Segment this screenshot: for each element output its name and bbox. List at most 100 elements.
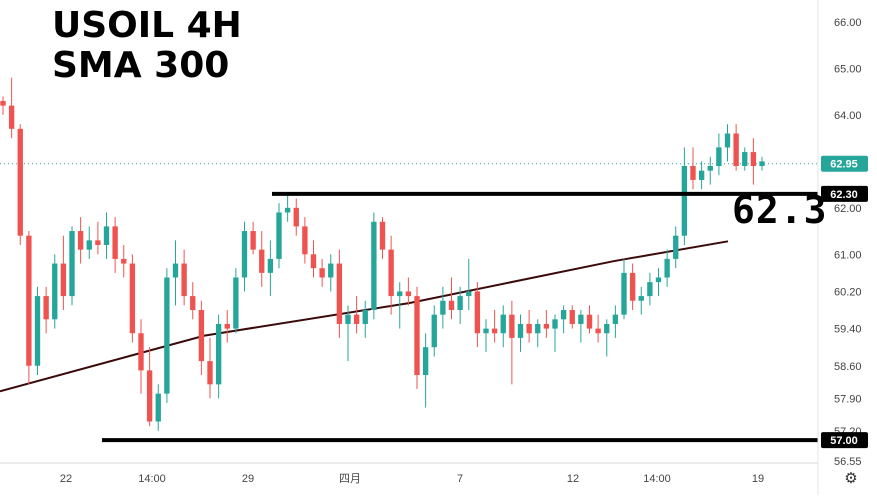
candle-body [69,231,75,297]
x-tick-label: 14:00 [138,473,166,485]
sma-layer [0,240,729,393]
candle-body [517,323,524,338]
candle-body [586,314,593,329]
candle-body [647,282,653,297]
y-tick-label: 62.00 [834,203,862,215]
candle-body [673,235,679,259]
y-tick-label: 60.20 [834,286,862,298]
candle-body [379,221,386,250]
candle-body [578,314,584,324]
candle-body [397,291,403,297]
candle-body [681,166,688,236]
candle-body [604,323,610,334]
x-tick-label: 四月 [339,473,361,485]
candle-body [750,152,757,167]
x-tick-label: 7 [457,473,463,485]
candle-body [95,240,101,245]
candle-body [431,314,437,348]
horizontal-levels-layer [102,191,818,443]
candle-body [276,212,282,259]
y-tick-label: 61.00 [834,249,862,261]
candle-body [310,254,317,269]
price-label-text: 62.30 [830,189,858,201]
candle-body [509,314,515,338]
candle-body [86,240,92,250]
candle-body [181,263,187,297]
candle-body [526,323,532,334]
candle-body [146,370,153,422]
candle-body [17,128,23,236]
candle-body [34,296,41,366]
candle-body [466,291,472,297]
candle-body [491,328,498,334]
candle-body [8,105,15,129]
candle-body [500,314,506,334]
candle-body [733,133,739,167]
candle-body [448,300,455,311]
sma-300-line [0,240,729,393]
candle-body [362,310,368,324]
candle-body [483,328,489,334]
candle-body [474,291,481,334]
chart-title-symbol: USOIL 4H [52,5,242,46]
candle-body [353,314,360,324]
candle-body [215,323,222,385]
candle-body [233,277,239,329]
candle-body [664,258,670,278]
candle-body [138,333,144,371]
gear-icon[interactable]: ⚙ [844,469,858,487]
candle-body [422,347,429,376]
chart-title-indicator: SMA 300 [52,45,230,86]
candle-body [535,323,541,334]
price-label-badge [821,185,868,202]
candle-body [595,328,601,334]
candle-body [293,207,299,227]
candle-body [207,361,213,385]
candle-body [198,310,205,362]
candle-body [60,263,67,297]
candle-body [707,166,713,171]
price-labels-layer: 62.95 62.30 57.00 [821,155,868,449]
candle-body [388,249,394,297]
candle-body [284,207,291,213]
candle-body [457,296,463,311]
candle-body [759,161,765,167]
candle-body [638,296,644,301]
x-tick-label: 29 [242,473,254,485]
x-tick-label: 22 [60,473,72,485]
candle-body [543,323,550,329]
candles-layer [0,77,765,431]
candle-body [345,314,351,324]
candle-body [414,296,420,376]
x-axis: 22 14:00 29 四月 7 12 14:00 19 [0,462,818,485]
x-tick-label: 14:00 [643,473,671,485]
candle-body [52,263,58,320]
candle-body [629,272,636,301]
candle-body [259,249,265,273]
candle-body [121,258,127,264]
y-tick-label: 58.60 [834,361,862,373]
candle-body [328,263,334,278]
candle-body [172,263,179,278]
candle-body [655,277,662,283]
price-label-badge [821,432,868,449]
candle-body [0,100,6,106]
candle-body [103,226,110,245]
candle-body [621,272,627,315]
candle-body [612,314,619,324]
candle-body [552,319,558,329]
candle-body [112,226,118,259]
candle-body [129,263,136,334]
y-tick-label: 66.00 [834,17,862,29]
candle-body [569,310,575,324]
candle-body [43,296,49,320]
candle-body [77,231,84,250]
candle-body [336,263,343,324]
candle-body [724,133,731,148]
x-tick-label: 19 [752,473,764,485]
x-tick-label: 12 [567,473,579,485]
price-label-text: 57.00 [830,435,858,447]
price-label-badge [821,155,868,172]
